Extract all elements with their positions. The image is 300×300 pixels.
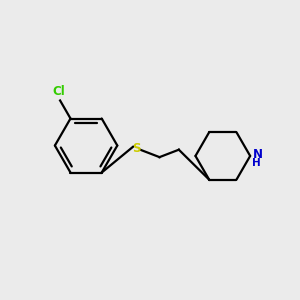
Text: N: N — [253, 148, 263, 161]
Text: H: H — [252, 158, 261, 168]
Text: S: S — [132, 142, 141, 155]
Text: Cl: Cl — [52, 85, 65, 98]
